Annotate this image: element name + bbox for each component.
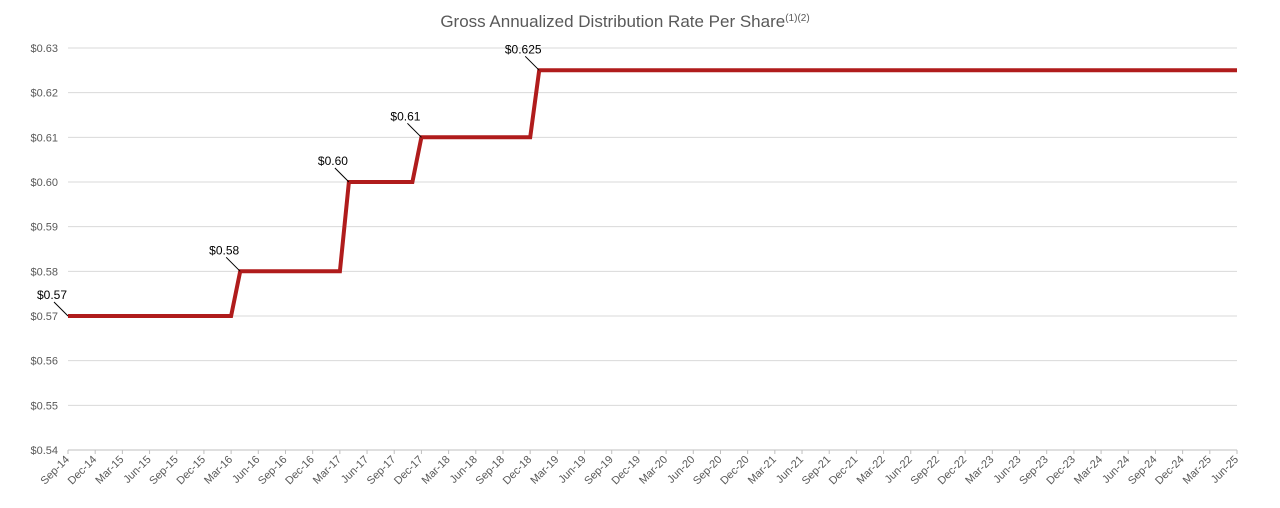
- x-tick-label: Dec-19: [609, 454, 643, 488]
- y-tick-label: $0.61: [30, 132, 58, 144]
- x-tick-label: Mar-23: [963, 454, 996, 487]
- y-tick-label: $0.54: [30, 445, 58, 457]
- data-label: $0.625: [505, 42, 542, 56]
- data-label-leader: [407, 122, 422, 138]
- x-tick-label: Sep-23: [1017, 454, 1051, 488]
- y-tick-label: $0.56: [30, 356, 58, 368]
- y-tick-label: $0.60: [30, 177, 58, 189]
- x-tick-label: Mar-18: [420, 454, 453, 487]
- x-tick-label: Dec-17: [392, 454, 426, 488]
- data-label-leader: [524, 55, 540, 71]
- y-tick-label: $0.57: [30, 311, 58, 323]
- x-tick-label: Mar-15: [93, 454, 126, 487]
- x-tick-label: Mar-21: [746, 454, 779, 487]
- x-tick-label: Dec-20: [718, 454, 752, 488]
- x-tick-label: Sep-22: [908, 454, 942, 488]
- data-label-leader: [225, 256, 241, 272]
- x-tick-label: Dec-22: [936, 454, 970, 488]
- x-tick-label: Sep-20: [691, 454, 725, 488]
- x-tick-label: Sep-14: [39, 454, 73, 488]
- x-tick-label: Sep-21: [800, 454, 834, 488]
- x-tick-label: Dec-15: [174, 454, 208, 488]
- series-layer: [68, 68, 1237, 318]
- x-tick-label: Sep-24: [1126, 454, 1160, 488]
- distribution-rate-line: [68, 68, 1237, 318]
- data-label: $0.57: [37, 288, 67, 302]
- y-tick-label: $0.55: [30, 400, 58, 412]
- data-label-leader: [334, 167, 350, 183]
- chart-title-main: Gross Annualized Distribution Rate Per S…: [440, 12, 785, 31]
- data-label: $0.58: [209, 243, 239, 257]
- data-label-leader: [53, 301, 69, 317]
- x-tick-label: Mar-25: [1181, 454, 1214, 487]
- x-tick-label: Dec-23: [1044, 454, 1078, 488]
- x-tick-label: Dec-24: [1153, 454, 1187, 488]
- x-tick-label: Mar-22: [855, 454, 888, 487]
- x-tick-label: Dec-14: [66, 454, 100, 488]
- data-label: $0.61: [390, 109, 420, 123]
- data-labels: $0.57 $0.58 $0.60 $0.61 $0.625: [37, 42, 542, 317]
- x-tick-label: Mar-20: [637, 454, 670, 487]
- y-axis-ticks: $0.54 $0.55 $0.56 $0.57 $0.58 $0.59 $0.60 $0.61…: [30, 43, 58, 457]
- x-tick-label: Mar-17: [311, 454, 344, 487]
- x-tick-label: Sep-16: [256, 454, 290, 488]
- x-tick-label: Dec-16: [283, 454, 317, 488]
- x-tick-label: Sep-18: [474, 454, 508, 488]
- x-tick-label: Jun-25: [1209, 454, 1241, 486]
- x-tick-label: Dec-21: [827, 454, 861, 488]
- x-tick-label: Mar-16: [202, 454, 235, 487]
- y-tick-label: $0.62: [30, 88, 58, 100]
- chart-title-superscript: (1)(2): [785, 13, 809, 24]
- x-tick-label: Sep-17: [365, 454, 399, 488]
- gridlines: [68, 47, 1237, 451]
- x-tick-label: Mar-19: [528, 454, 561, 487]
- data-label: $0.60: [318, 154, 348, 168]
- x-tick-label: Sep-15: [147, 454, 181, 488]
- x-axis-ticks: Sep-14Dec-14Mar-15Jun-15Sep-15Dec-15Mar-…: [39, 450, 1241, 488]
- y-tick-label: $0.63: [30, 43, 58, 55]
- x-tick-label: Mar-24: [1072, 454, 1105, 487]
- y-tick-label: $0.58: [30, 266, 58, 278]
- y-tick-label: $0.59: [30, 222, 58, 234]
- x-tick-label: Dec-18: [501, 454, 535, 488]
- chart-title: Gross Annualized Distribution Rate Per S…: [440, 12, 809, 31]
- x-tick-label: Sep-19: [582, 454, 616, 488]
